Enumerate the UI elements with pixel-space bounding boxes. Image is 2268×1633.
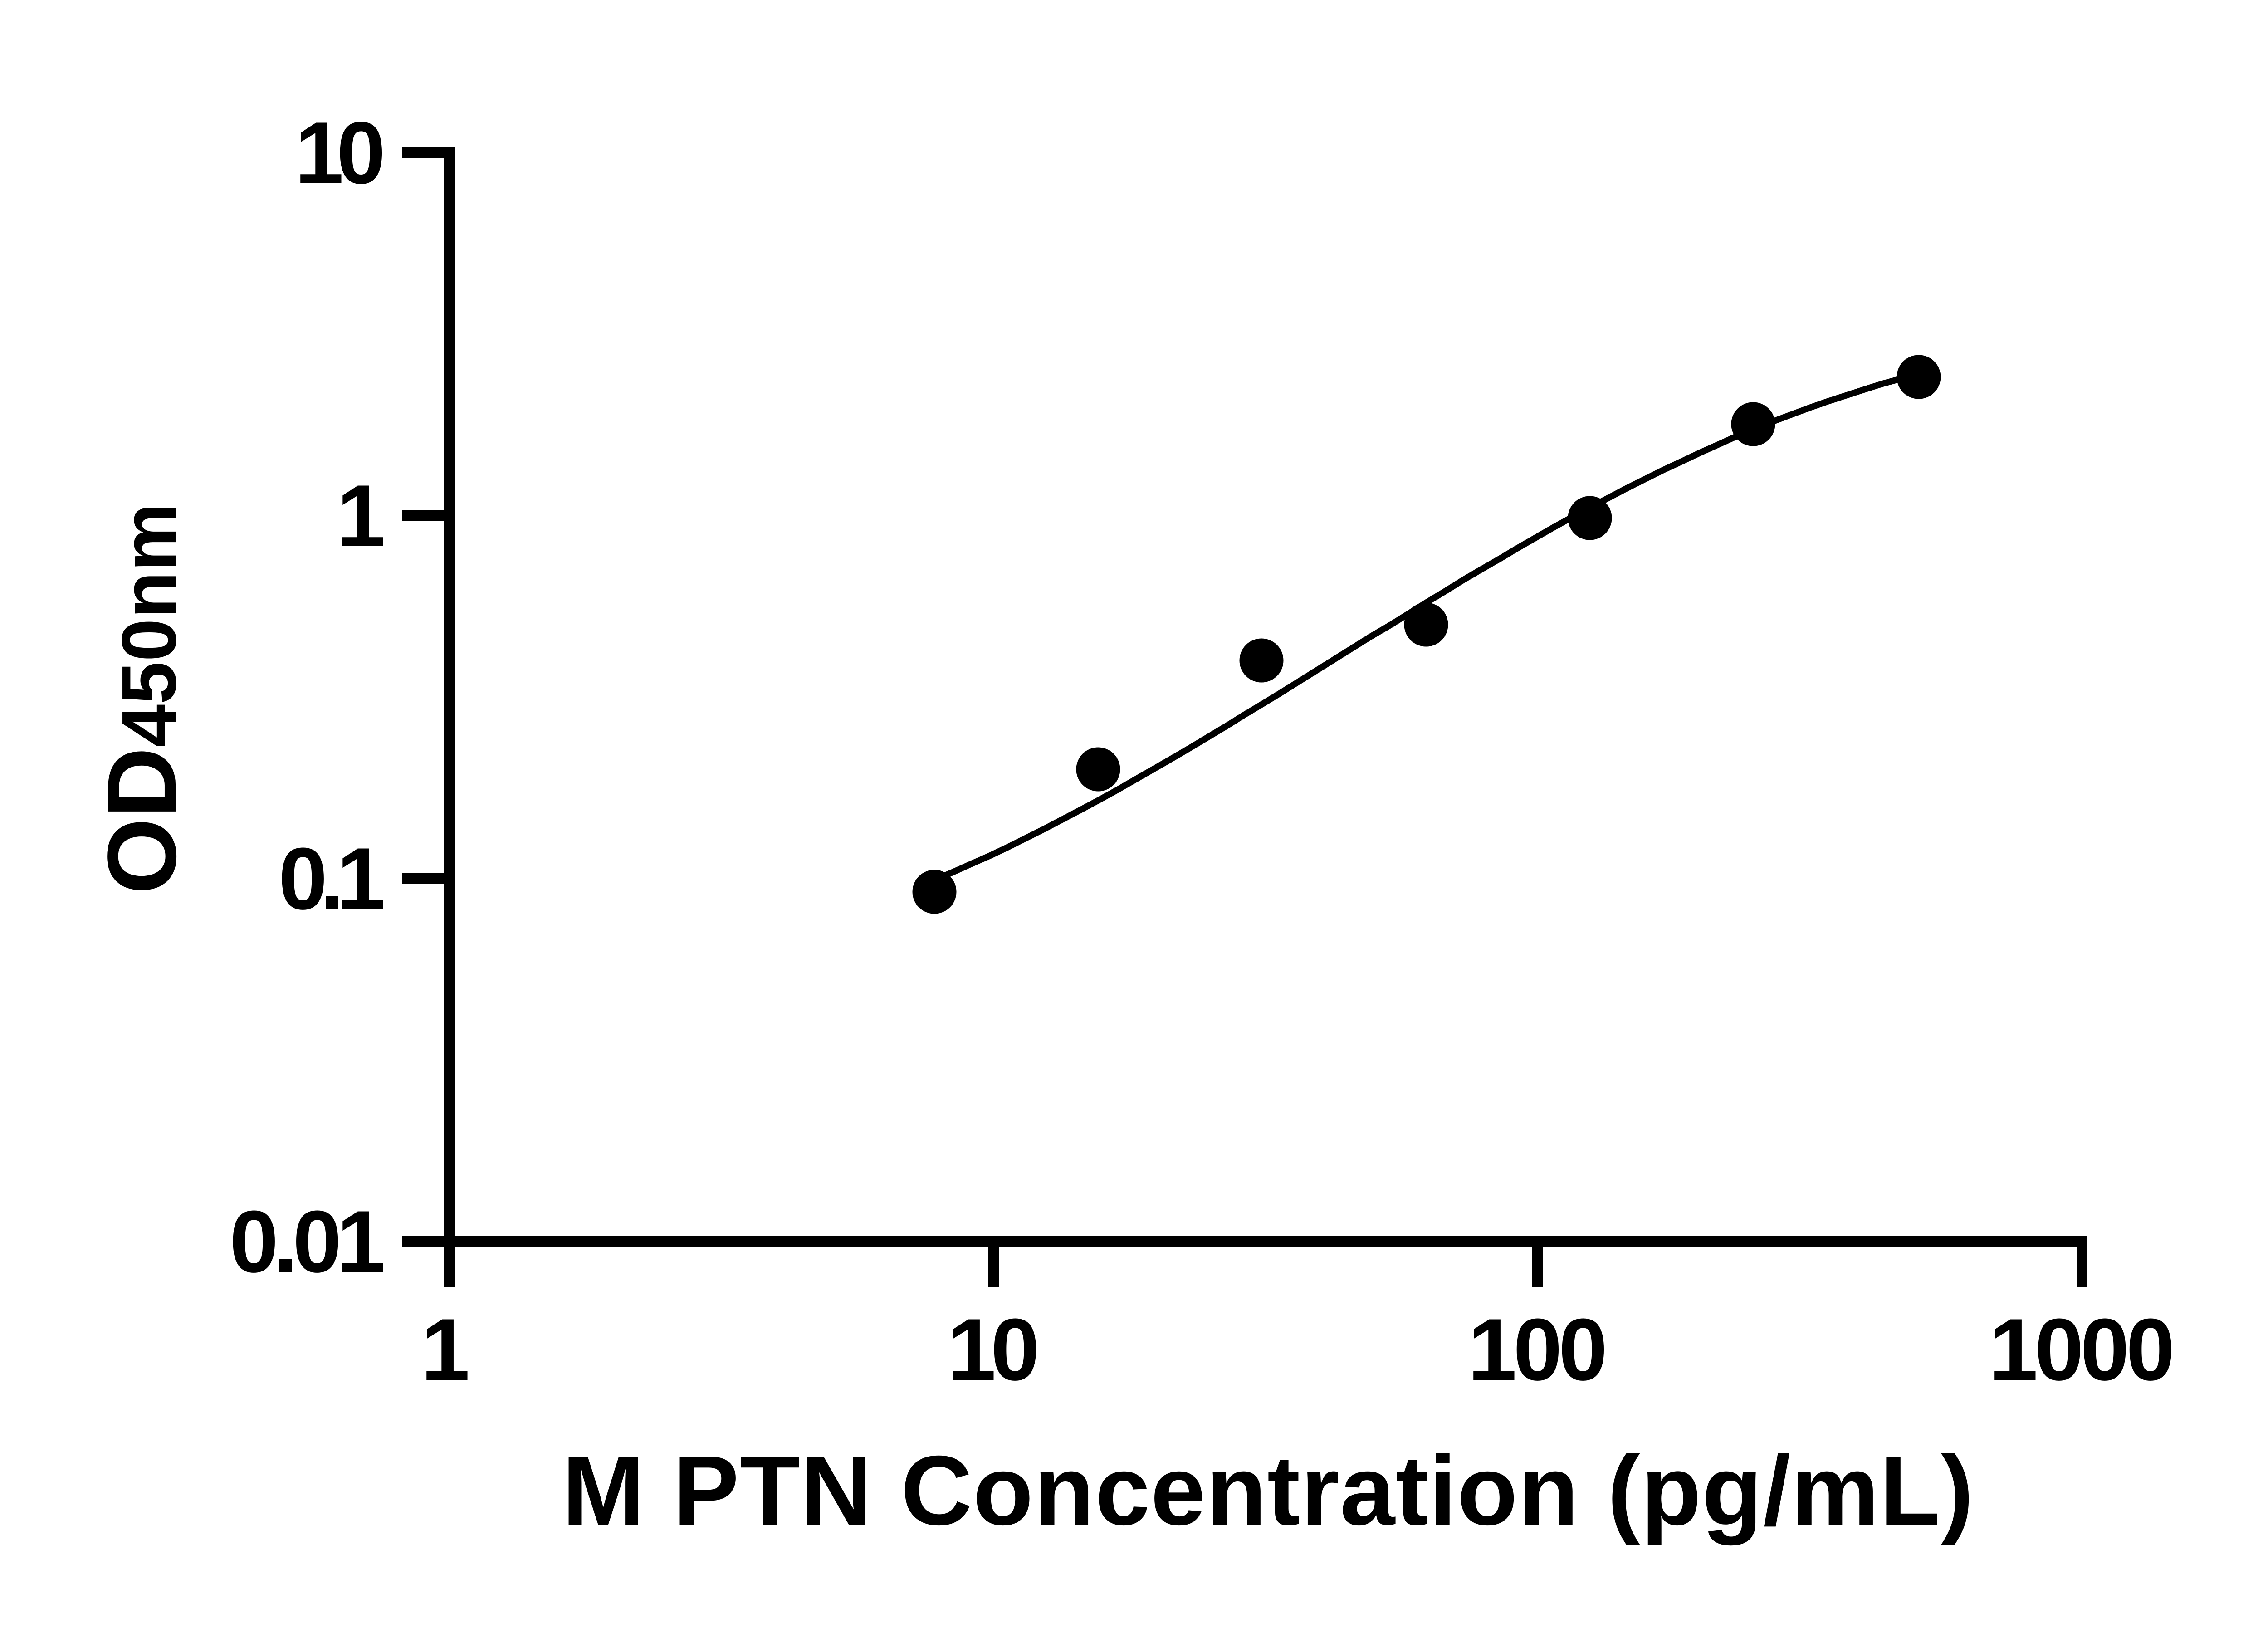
svg-text:100: 100 — [1468, 1301, 1608, 1399]
svg-text:M PTN Concentration (pg/mL): M PTN Concentration (pg/mL) — [562, 1436, 1974, 1546]
svg-text:10: 10 — [947, 1301, 1040, 1399]
svg-text:1: 1 — [421, 1301, 470, 1399]
svg-text:1: 1 — [337, 467, 386, 565]
svg-text:0.01: 0.01 — [230, 1193, 386, 1291]
svg-text:1000: 1000 — [1989, 1301, 2175, 1399]
svg-text:0.1: 0.1 — [279, 830, 386, 928]
svg-text:10: 10 — [295, 104, 386, 202]
svg-text:OD450nm: OD450nm — [87, 503, 196, 895]
